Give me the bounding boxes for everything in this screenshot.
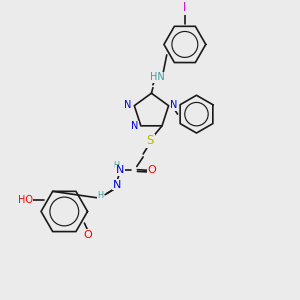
Text: S: S xyxy=(147,134,154,147)
Text: HN: HN xyxy=(151,72,165,82)
Text: N: N xyxy=(124,100,132,110)
Text: H: H xyxy=(113,160,119,169)
Text: I: I xyxy=(183,1,187,14)
Text: O: O xyxy=(148,165,156,175)
Text: N: N xyxy=(131,122,138,131)
Text: N: N xyxy=(170,100,178,110)
Text: O: O xyxy=(83,230,92,240)
Text: H: H xyxy=(98,191,103,200)
Text: HO: HO xyxy=(18,195,33,205)
Text: N: N xyxy=(116,165,124,175)
Text: N: N xyxy=(113,180,121,190)
